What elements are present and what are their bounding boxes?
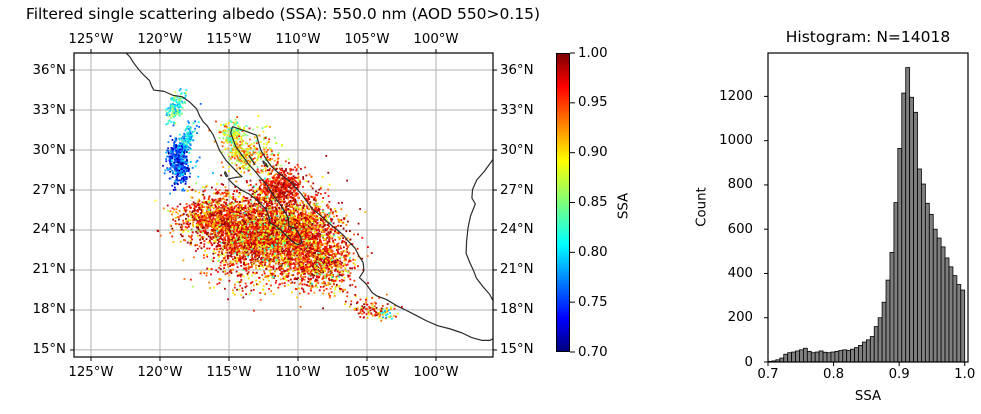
colorbar-tick: 1.00 [578, 45, 608, 61]
map-lon-tick-top: 115°W [206, 32, 252, 47]
map-title: Filtered single scattering albedo (SSA):… [25, 5, 541, 23]
histogram-y-tick: 600 [727, 221, 753, 237]
colorbar-gradient [556, 53, 570, 352]
map-lat-tick-left: 33°N [32, 102, 66, 118]
map-lon-tick-bottom: 105°W [344, 365, 390, 380]
map-lat-tick-right: 36°N [500, 62, 534, 78]
map-lon-tick-bottom: 110°W [275, 365, 321, 380]
map-lon-tick-bottom: 120°W [137, 365, 183, 380]
histogram-x-tick: 0.7 [757, 367, 779, 382]
histogram-y-tick: 0 [744, 354, 753, 370]
histogram-x-tick: 0.8 [822, 367, 845, 382]
map-lat-tick-right: 27°N [500, 182, 534, 198]
map-lat-tick-right: 24°N [500, 222, 534, 238]
map-lon-tick-bottom: 100°W [413, 365, 459, 380]
map-lat-tick-left: 24°N [32, 222, 66, 238]
map-lat-tick-right: 21°N [500, 262, 534, 278]
histogram-title: Histogram: N=14018 [785, 28, 951, 46]
map-lat-tick-right: 30°N [500, 142, 534, 158]
colorbar-tick: 0.85 [578, 195, 608, 210]
histogram-y-tick: 1000 [719, 133, 753, 149]
map-lat-tick-left: 15°N [32, 342, 66, 358]
histogram-y-tick: 200 [727, 310, 753, 326]
histogram-y-axis-label: Count [694, 187, 710, 227]
colorbar-tick: 0.70 [578, 344, 608, 360]
map-lon-tick-top: 100°W [413, 32, 459, 47]
histogram-x-tick: 0.9 [888, 367, 910, 382]
map-lat-tick-left: 36°N [32, 62, 66, 78]
histogram-y-tick: 400 [727, 265, 753, 281]
map-lon-tick-top: 120°W [137, 32, 183, 47]
colorbar-axis-label: SSA [616, 192, 632, 220]
map-lat-tick-right: 15°N [500, 342, 534, 358]
map-lat-tick-left: 30°N [32, 142, 66, 158]
colorbar-tick: 0.95 [578, 95, 608, 111]
map-lat-tick-right: 18°N [500, 302, 534, 318]
histogram-x-axis-label: SSA [854, 389, 882, 404]
map-lat-tick-left: 27°N [32, 182, 66, 198]
colorbar-tick: 0.90 [578, 145, 608, 161]
histogram-y-tick: 800 [727, 177, 753, 193]
map-lat-tick-left: 18°N [32, 302, 66, 318]
map-lon-tick-bottom: 115°W [206, 365, 252, 380]
map-lat-tick-right: 33°N [500, 102, 534, 118]
map-lon-tick-bottom: 125°W [68, 365, 114, 380]
map-lon-tick-top: 110°W [275, 32, 321, 47]
histogram-x-tick: 1.0 [954, 367, 976, 382]
map-lon-tick-top: 125°W [68, 32, 114, 47]
map-lon-tick-top: 105°W [344, 32, 390, 47]
colorbar-tick: 0.80 [578, 244, 608, 260]
map-lat-tick-left: 21°N [32, 262, 66, 278]
colorbar-tick: 0.75 [578, 294, 608, 310]
histogram-y-tick: 1200 [719, 88, 753, 104]
